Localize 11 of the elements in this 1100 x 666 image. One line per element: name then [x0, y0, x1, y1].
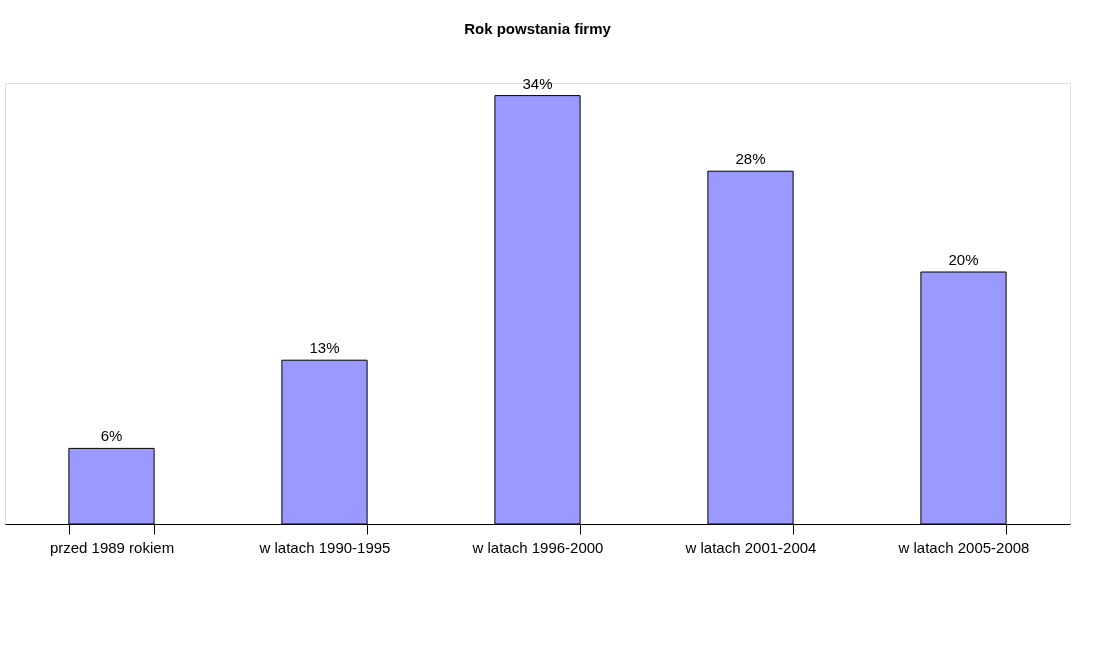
data-label: 34%: [522, 74, 553, 92]
x-tick-label: w latach 2001-2004: [684, 538, 817, 556]
data-label: 13%: [309, 339, 340, 357]
chart-title: Rok powstania firmy: [464, 19, 612, 37]
data-label: 6%: [100, 427, 123, 445]
x-tick-label: w latach 1996-2000: [471, 538, 604, 556]
data-label: 20%: [948, 251, 979, 268]
x-tick-label: w latach 2005-2008: [897, 538, 1030, 556]
x-tick-label: przed 1989 rokiem: [49, 538, 175, 556]
x-tick-label: w latach 1990-1995: [258, 538, 391, 556]
data-label: 28%: [735, 150, 766, 168]
